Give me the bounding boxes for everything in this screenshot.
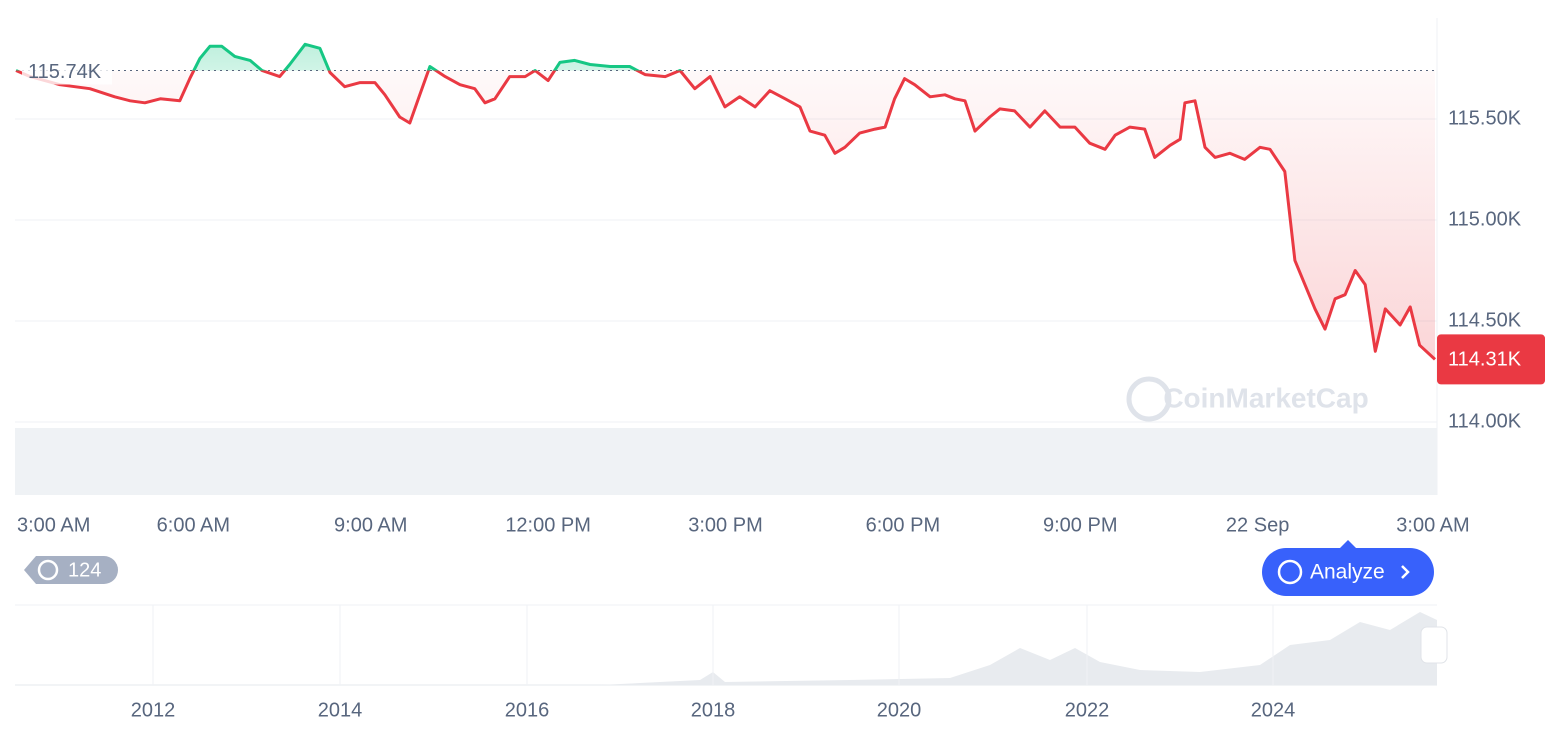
navigator bbox=[15, 604, 1448, 686]
x-tick-label: 22 Sep bbox=[1226, 514, 1289, 536]
x-tick-label: 6:00 AM bbox=[157, 514, 230, 536]
nav-year-label: 2014 bbox=[318, 699, 363, 721]
x-tick-label: 9:00 PM bbox=[1043, 514, 1117, 536]
y-tick-label: 114.50K bbox=[1448, 309, 1522, 331]
nav-year-label: 2016 bbox=[505, 699, 550, 721]
nav-handle[interactable] bbox=[1420, 626, 1448, 664]
history-badge[interactable] bbox=[24, 556, 118, 584]
y-tick-label: 115.50K bbox=[1448, 107, 1522, 129]
current-price-label: 114.31K bbox=[1448, 349, 1522, 371]
analyze-chevron bbox=[1401, 565, 1410, 579]
y-tick-label: 115.00K bbox=[1448, 208, 1522, 230]
nav-year-label: 2018 bbox=[691, 699, 736, 721]
baseline-label-bg bbox=[22, 56, 112, 85]
x-tick-label: 6:00 PM bbox=[866, 514, 940, 536]
price-line bbox=[15, 42, 1437, 361]
analyze-button[interactable] bbox=[1262, 548, 1434, 596]
nav-year-label: 2020 bbox=[877, 699, 922, 721]
x-tick-label: 3:00 AM bbox=[17, 514, 90, 536]
price-area bbox=[16, 44, 1435, 360]
y-tick-label: 114.00K bbox=[1448, 410, 1522, 432]
x-tick-label: 12:00 PM bbox=[505, 514, 591, 536]
x-tick-label: 3:00 AM bbox=[1396, 514, 1469, 536]
watermark-logo bbox=[1126, 376, 1172, 422]
nav-year-label: 2022 bbox=[1065, 699, 1110, 721]
volume-area bbox=[15, 428, 1437, 495]
pointer bbox=[1340, 540, 1356, 548]
history-count: 124 bbox=[68, 559, 101, 581]
current-price-tag bbox=[1437, 334, 1545, 385]
analyze-label: Analyze bbox=[1310, 561, 1385, 584]
nav-year-label: 2024 bbox=[1251, 699, 1296, 721]
nav-area bbox=[15, 612, 1437, 685]
history-icon bbox=[37, 559, 59, 581]
watermark: CoinMarketCap bbox=[1163, 382, 1368, 413]
baseline-label: 115.74K bbox=[28, 61, 102, 83]
analyze-icon bbox=[1277, 559, 1303, 585]
x-tick-label: 3:00 PM bbox=[688, 514, 762, 536]
nav-year-label: 2012 bbox=[131, 699, 176, 721]
x-tick-label: 9:00 AM bbox=[334, 514, 407, 536]
